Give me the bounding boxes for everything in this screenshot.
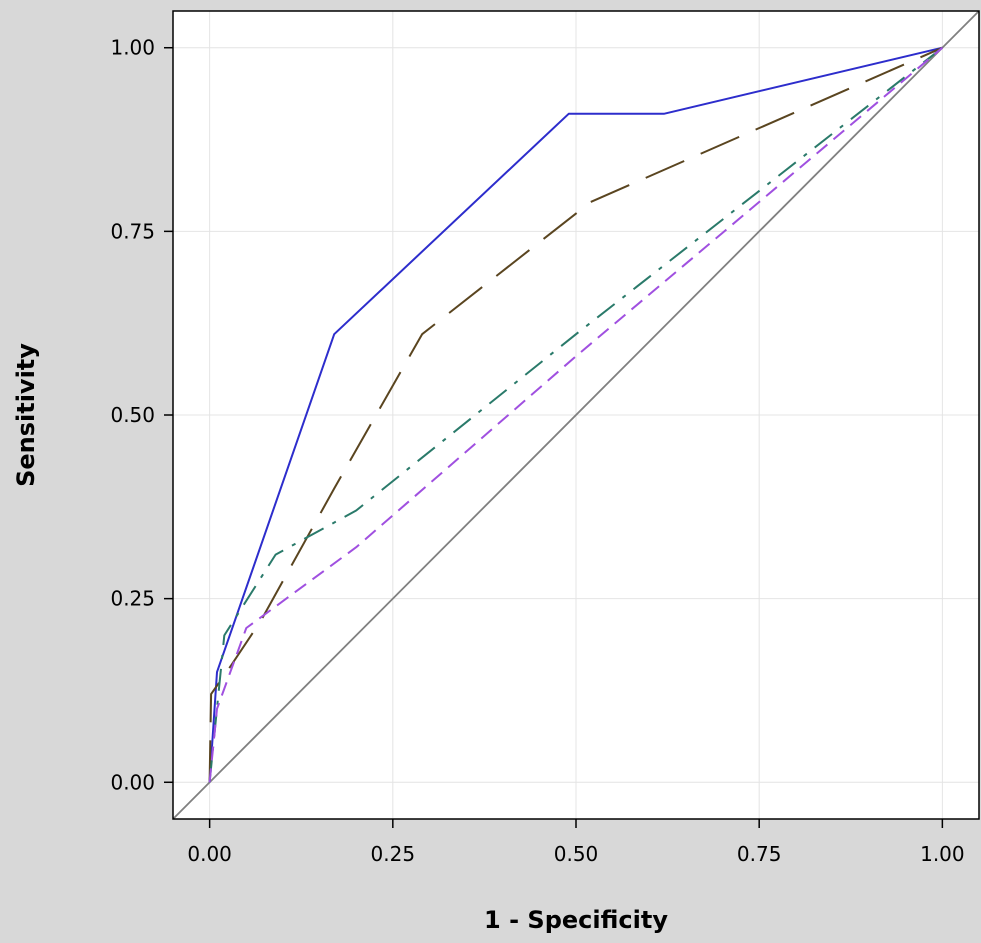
- y-tick-label: 0.75: [110, 219, 155, 243]
- y-tick-label: 0.25: [110, 587, 155, 611]
- y-tick-label: 0.00: [110, 770, 155, 794]
- x-tick-label: 0.75: [737, 842, 782, 866]
- x-axis-title: 1 - Specificity: [484, 906, 668, 934]
- x-tick-label: 0.50: [554, 842, 599, 866]
- y-axis-title: Sensitivity: [12, 343, 40, 487]
- y-tick-label: 0.50: [110, 403, 155, 427]
- y-tick-label: 1.00: [110, 36, 155, 60]
- x-tick-label: 0.25: [371, 842, 416, 866]
- x-tick-label: 1.00: [920, 842, 965, 866]
- x-tick-label: 0.00: [187, 842, 232, 866]
